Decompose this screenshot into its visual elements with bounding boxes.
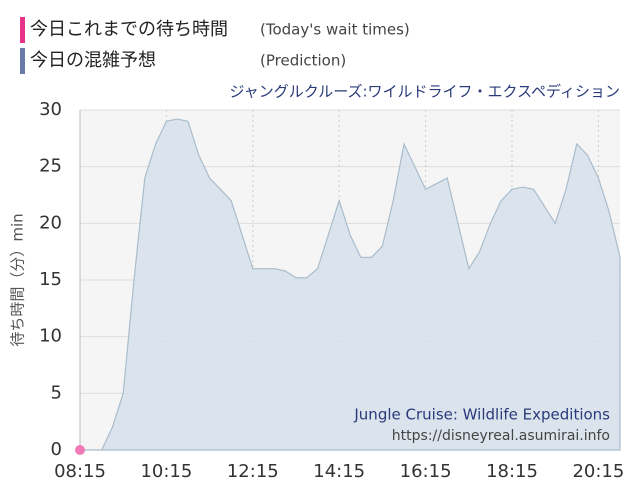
y-tick-label: 30	[39, 99, 62, 120]
x-tick-label: 14:15	[313, 461, 365, 482]
y-tick-label: 20	[39, 212, 62, 233]
watermark-name: Jungle Cruise: Wildlife Expeditions	[353, 406, 610, 424]
y-tick-label: 0	[51, 439, 62, 460]
legend-swatch	[20, 17, 25, 43]
y-tick-label: 25	[39, 156, 62, 177]
y-tick-label: 15	[39, 269, 62, 290]
x-tick-label: 16:15	[400, 461, 452, 482]
wait-point	[75, 445, 85, 455]
x-tick-label: 20:15	[572, 461, 624, 482]
x-tick-label: 08:15	[54, 461, 106, 482]
watermark-url: https://disneyreal.asumirai.info	[392, 428, 610, 444]
legend-swatch	[20, 48, 25, 74]
y-tick-label: 10	[39, 326, 62, 347]
chart-title: ジャングルクルーズ:ワイルドライフ・エクスペディション	[229, 83, 620, 101]
prediction-area	[80, 118, 621, 451]
legend-label: 今日の混雑予想	[30, 50, 156, 71]
x-tick-label: 10:15	[140, 461, 192, 482]
legend-sublabel: (Prediction)	[260, 52, 346, 70]
y-axis-label: 待ち時間（分）min	[9, 213, 27, 346]
x-tick-label: 12:15	[227, 461, 279, 482]
legend-label: 今日これまでの待ち時間	[30, 19, 228, 40]
legend-sublabel: (Today's wait times)	[260, 21, 410, 39]
y-tick-label: 5	[51, 382, 62, 403]
x-tick-label: 18:15	[486, 461, 538, 482]
